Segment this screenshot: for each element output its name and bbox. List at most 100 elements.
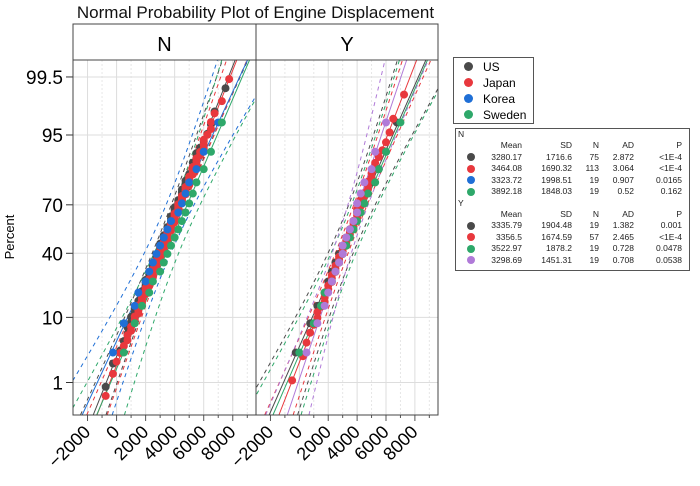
- stats-row: 3892.18 1848.03 19 0.52 0.162: [456, 186, 689, 198]
- stats-cell: 1.382: [612, 220, 634, 230]
- stats-header-cell: N: [592, 208, 599, 219]
- stats-cell: 1690.32: [541, 163, 572, 173]
- chart-title: Normal Probability Plot of Engine Displa…: [76, 3, 435, 22]
- confidence-band: [308, 60, 429, 415]
- stats-cell: 0.162: [660, 186, 682, 196]
- confidence-band: [86, 60, 228, 415]
- series-marker: [467, 244, 475, 253]
- data-point: [374, 165, 383, 174]
- confidence-band: [300, 90, 438, 415]
- data-point: [338, 241, 347, 250]
- data-point: [396, 118, 405, 127]
- stats-header-cell: SD: [560, 208, 572, 219]
- data-point: [192, 178, 201, 187]
- confidence-band: [73, 60, 219, 382]
- stats-cell: 3464.08: [491, 163, 522, 173]
- data-point: [119, 342, 128, 351]
- data-point: [327, 277, 336, 286]
- data-point: [159, 258, 168, 267]
- stats-cell: 0.728: [612, 243, 634, 253]
- panel-label: N: [157, 34, 171, 56]
- data-point: [288, 376, 297, 385]
- confidence-band: [111, 94, 256, 415]
- stats-cell: 0.0478: [656, 243, 682, 253]
- data-point: [353, 199, 362, 208]
- legend-item: Japan: [454, 75, 533, 90]
- data-point: [174, 208, 183, 217]
- stats-cell: 1878.2: [546, 243, 572, 253]
- stats-cell: 3356.5: [496, 231, 522, 242]
- stats-cell: 1998.51: [541, 174, 572, 185]
- data-point: [101, 382, 110, 391]
- x-tick-label: −2000: [227, 422, 277, 472]
- data-point: [134, 288, 143, 297]
- data-point: [119, 319, 128, 328]
- stats-cell: 19: [589, 174, 599, 185]
- y-tick-label: 95: [42, 126, 63, 147]
- data-point: [371, 147, 380, 156]
- stats-group-label: Y: [458, 197, 464, 208]
- data-point: [130, 301, 139, 310]
- data-point: [119, 348, 128, 357]
- series-marker: [467, 153, 475, 162]
- data-point: [188, 189, 197, 198]
- legend-marker: [464, 110, 473, 119]
- y-tick-label: 99.5: [26, 68, 63, 89]
- data-point: [356, 189, 365, 198]
- confidence-band: [292, 60, 432, 415]
- stats-cell: 1716.6: [546, 151, 572, 162]
- data-point: [295, 348, 304, 357]
- stats-cell: 2.465: [612, 231, 634, 242]
- stats-cell: 0.52: [617, 186, 634, 196]
- data-point: [342, 233, 351, 242]
- legend-item: Korea: [454, 91, 533, 106]
- data-point: [331, 267, 340, 276]
- data-point: [217, 118, 226, 127]
- series-marker: [467, 176, 475, 185]
- data-point: [108, 369, 117, 378]
- y-tick-label: 70: [42, 196, 63, 217]
- confidence-band: [79, 60, 223, 415]
- panel-frame: [255, 59, 439, 416]
- stats-header-cell: AD: [622, 140, 634, 150]
- data-point: [192, 165, 201, 174]
- stats-row: 3356.5 1674.59 57 2.465 <1E-4: [456, 232, 689, 244]
- data-point: [360, 178, 369, 187]
- data-point: [206, 124, 215, 133]
- series-marker: [467, 187, 475, 196]
- data-point: [177, 217, 186, 226]
- legend-item: Sweden: [454, 107, 533, 122]
- stats-cell: 0.0165: [656, 174, 682, 185]
- data-point: [345, 225, 354, 234]
- data-point: [210, 109, 219, 118]
- stats-header-cell: SD: [560, 140, 572, 150]
- data-point: [145, 267, 154, 276]
- stats-header-cell: AD: [622, 208, 634, 219]
- data-point: [163, 249, 172, 258]
- stats-cell: 1674.59: [541, 231, 572, 242]
- data-point: [382, 118, 390, 127]
- stats-cell: 19: [589, 254, 599, 265]
- y-tick-label: 40: [42, 244, 63, 265]
- series-marker: [467, 164, 475, 173]
- y-tick-label: 1: [52, 373, 63, 394]
- data-point: [217, 97, 226, 106]
- panel-content: [256, 60, 438, 415]
- data-point: [112, 357, 121, 366]
- stats-row: 3335.79 1904.48 19 1.382 0.001: [456, 220, 689, 232]
- data-point: [141, 277, 150, 286]
- stats-cell: 3335.79: [491, 220, 522, 230]
- data-point: [156, 241, 165, 250]
- stats-cell: 57: [589, 231, 599, 242]
- data-point: [360, 199, 369, 208]
- data-point: [199, 147, 208, 156]
- x-tick-label: 8000: [379, 422, 421, 464]
- stats-header-cell: P: [676, 208, 682, 219]
- data-point: [367, 165, 376, 174]
- data-point: [145, 288, 154, 297]
- data-point: [206, 147, 215, 156]
- stats-cell: 113: [585, 163, 599, 173]
- data-point: [167, 241, 176, 250]
